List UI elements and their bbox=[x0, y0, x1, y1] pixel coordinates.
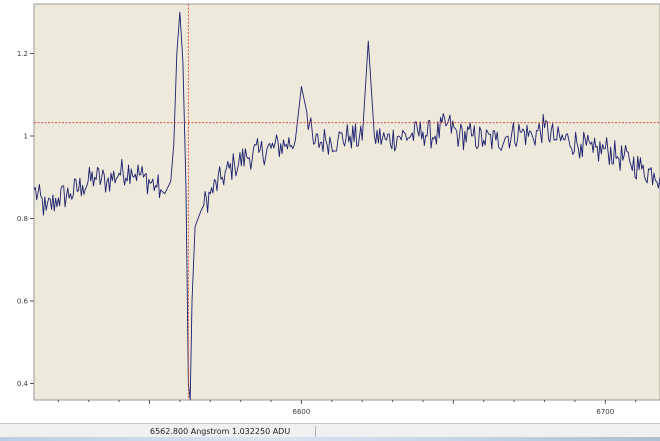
y-tick-label: 1.2 bbox=[17, 50, 28, 58]
status-separator bbox=[315, 426, 316, 438]
plot-area[interactable] bbox=[33, 3, 660, 401]
y-tick-label: 0.8 bbox=[17, 215, 28, 223]
y-tick-label: 0.4 bbox=[17, 380, 29, 388]
spectrum-line bbox=[33, 11, 660, 401]
status-bar: 6562.800 Angstrom 1.032250 ADU bbox=[0, 423, 660, 441]
x-tick-label: 6600 bbox=[293, 408, 311, 416]
taskbar-strip bbox=[0, 437, 660, 441]
x-tick-label: 6700 bbox=[596, 408, 614, 416]
series-layer bbox=[33, 11, 660, 401]
status-readout: 6562.800 Angstrom 1.032250 ADU bbox=[150, 427, 291, 436]
spectrum-chart[interactable]: 0.4 0.6 0.8 1 1.2 6600 6700 bbox=[0, 0, 660, 423]
x-axis: 6600 6700 bbox=[57, 400, 637, 416]
y-axis: 0.4 0.6 0.8 1 1.2 bbox=[17, 50, 34, 388]
y-tick-label: 0.6 bbox=[17, 298, 29, 306]
cursor-crosshair bbox=[34, 4, 660, 400]
y-tick-label: 1 bbox=[24, 133, 28, 141]
